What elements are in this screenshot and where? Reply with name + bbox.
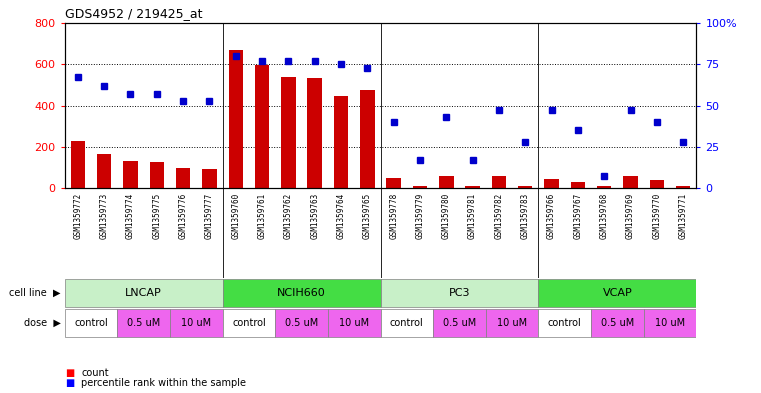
Text: GSM1359783: GSM1359783 (521, 193, 530, 239)
Bar (117, 309, 170, 337)
Bar (97, 154, 111, 188)
Text: 0.5 uM: 0.5 uM (443, 318, 476, 328)
Text: GSM1359775: GSM1359775 (152, 193, 161, 239)
Text: 0.5 uM: 0.5 uM (600, 318, 634, 328)
Bar (486, 309, 539, 337)
Bar (539, 279, 696, 307)
Bar (676, 186, 690, 188)
Text: GSM1359765: GSM1359765 (363, 193, 372, 239)
Text: percentile rank within the sample: percentile rank within the sample (81, 378, 247, 388)
Text: GSM1359779: GSM1359779 (416, 193, 425, 239)
Bar (334, 96, 349, 188)
Text: GSM1359781: GSM1359781 (468, 193, 477, 239)
Text: GSM1359778: GSM1359778 (389, 193, 398, 239)
Bar (623, 176, 638, 188)
Bar (123, 161, 138, 188)
Bar (518, 186, 533, 188)
Text: GSM1359768: GSM1359768 (600, 193, 609, 239)
Text: control: control (390, 318, 424, 328)
Text: count: count (81, 368, 109, 378)
Text: cell line  ▶: cell line ▶ (9, 288, 61, 298)
Bar (328, 309, 380, 337)
Text: control: control (232, 318, 266, 328)
Text: GSM1359764: GSM1359764 (336, 193, 345, 239)
Text: GSM1359760: GSM1359760 (231, 193, 240, 239)
Text: GSM1359767: GSM1359767 (573, 193, 582, 239)
Text: GSM1359774: GSM1359774 (126, 193, 135, 239)
Bar (223, 309, 275, 337)
Bar (439, 176, 454, 188)
Bar (150, 162, 164, 188)
Bar (591, 309, 644, 337)
Text: PC3: PC3 (449, 288, 470, 298)
Bar (307, 78, 322, 188)
Bar (228, 50, 243, 188)
Bar (380, 279, 539, 307)
Bar (466, 186, 480, 188)
Text: VCAP: VCAP (603, 288, 632, 298)
Text: LNCAP: LNCAP (126, 288, 162, 298)
Text: ■: ■ (65, 368, 74, 378)
Bar (539, 309, 591, 337)
Text: 10 uM: 10 uM (181, 318, 212, 328)
Text: GSM1359777: GSM1359777 (205, 193, 214, 239)
Text: GSM1359761: GSM1359761 (257, 193, 266, 239)
Bar (281, 77, 295, 188)
Text: GSM1359771: GSM1359771 (679, 193, 688, 239)
Bar (202, 169, 217, 188)
Text: GSM1359773: GSM1359773 (100, 193, 109, 239)
Text: ■: ■ (65, 378, 74, 388)
Text: 0.5 uM: 0.5 uM (127, 318, 161, 328)
Bar (650, 180, 664, 188)
Bar (544, 179, 559, 188)
Bar (275, 309, 328, 337)
Text: GSM1359776: GSM1359776 (179, 193, 188, 239)
Bar (176, 169, 190, 188)
Text: 10 uM: 10 uM (497, 318, 527, 328)
Text: 0.5 uM: 0.5 uM (285, 318, 318, 328)
Bar (65, 309, 117, 337)
Text: GSM1359766: GSM1359766 (547, 193, 556, 239)
Text: 10 uM: 10 uM (339, 318, 369, 328)
Bar (387, 178, 401, 188)
Text: GSM1359780: GSM1359780 (442, 193, 451, 239)
Text: GSM1359772: GSM1359772 (73, 193, 82, 239)
Bar (65, 279, 223, 307)
Bar (597, 186, 611, 188)
Text: control: control (74, 318, 108, 328)
Bar (71, 141, 85, 188)
Bar (492, 176, 506, 188)
Bar (380, 309, 433, 337)
Bar (644, 309, 696, 337)
Text: GDS4952 / 219425_at: GDS4952 / 219425_at (65, 7, 202, 20)
Bar (412, 186, 427, 188)
Text: NCIH660: NCIH660 (277, 288, 326, 298)
Bar (255, 65, 269, 188)
Text: 10 uM: 10 uM (655, 318, 685, 328)
Bar (360, 90, 374, 188)
Bar (433, 309, 486, 337)
Text: GSM1359770: GSM1359770 (652, 193, 661, 239)
Bar (571, 182, 585, 188)
Bar (170, 309, 223, 337)
Text: dose  ▶: dose ▶ (24, 318, 61, 328)
Text: control: control (548, 318, 581, 328)
Text: GSM1359782: GSM1359782 (495, 193, 504, 239)
Text: GSM1359762: GSM1359762 (284, 193, 293, 239)
Text: GSM1359769: GSM1359769 (626, 193, 635, 239)
Text: GSM1359763: GSM1359763 (310, 193, 319, 239)
Bar (223, 279, 380, 307)
